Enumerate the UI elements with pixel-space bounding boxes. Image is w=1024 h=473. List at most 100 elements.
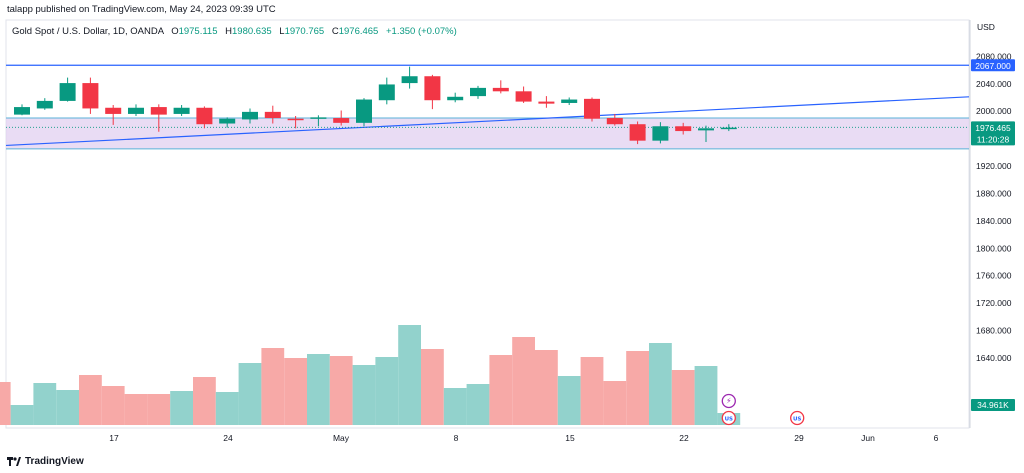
candle-body-18 — [401, 76, 418, 84]
tradingview-brand: TradingView — [25, 456, 84, 467]
candle-body-14 — [310, 117, 327, 119]
candle-body-3 — [59, 83, 76, 101]
candle-body-7 — [150, 107, 167, 115]
footer: TradingView — [7, 456, 84, 467]
us-flag-event-icon-glyph: US — [725, 417, 733, 423]
y-tick-5: 1880.000 — [976, 188, 1012, 198]
x-tick-7: 29 — [794, 433, 804, 443]
volume-bar-3 — [56, 390, 79, 425]
ohlc-legend: Gold Spot / U.S. Dollar, 1D, OANDA O1975… — [12, 26, 457, 37]
volume-bar-26 — [580, 357, 604, 425]
candle-body-17 — [378, 84, 395, 101]
last-price-tag-text: 1976.465 — [975, 123, 1011, 133]
y-tick-2: 2040.000 — [976, 79, 1012, 89]
volume-bar-6 — [124, 394, 148, 425]
low-value: 1970.765 — [284, 26, 325, 37]
y-tick-3: 2000.000 — [976, 106, 1012, 116]
x-tick-2: 24 — [223, 433, 233, 443]
publisher-line: talapp published on TradingView.com, May… — [7, 4, 276, 15]
drawings[interactable] — [5, 64, 970, 147]
candle-body-13 — [287, 118, 304, 121]
y-tick-7: 1800.000 — [976, 243, 1012, 253]
candle-body-11 — [242, 111, 258, 120]
y-tick-11: 1640.000 — [976, 353, 1012, 363]
highlight-zone — [6, 117, 969, 150]
candle-body-25 — [561, 99, 578, 103]
candle-body-21 — [470, 87, 486, 97]
volume-bar-7 — [147, 394, 171, 425]
price-axis[interactable]: USD 2080.000 2040.000 2000.000 1920.000 1880.… — [971, 22, 1015, 411]
volume-bar-8 — [170, 391, 193, 425]
volume-bar-16 — [352, 365, 376, 425]
y-tick-10: 1680.000 — [976, 326, 1012, 336]
volume-bar-24 — [535, 350, 558, 425]
candle-body-29 — [652, 126, 669, 141]
volume-bar-31 — [694, 366, 718, 425]
lightning-event-icon-glyph: ⚡ — [726, 397, 732, 406]
volume-bar-9 — [193, 377, 216, 425]
candle-body-27 — [606, 118, 623, 125]
candle-body-12 — [264, 111, 281, 119]
x-tick-8: Jun — [861, 433, 875, 443]
candle-body-1 — [14, 107, 30, 115]
volume-bar-1 — [10, 405, 34, 425]
volume-bar-21 — [466, 384, 490, 425]
volume-bar-15 — [329, 356, 353, 425]
candles — [14, 66, 737, 145]
volume-bar-10 — [215, 392, 239, 425]
y-tick-4: 1920.000 — [976, 161, 1012, 171]
volume-bar-25 — [557, 376, 581, 425]
candle-body-24 — [538, 101, 555, 104]
tradingview-logo-icon — [7, 457, 21, 466]
time-axis[interactable]: 17 24 May 8 15 22 29 Jun 6 — [109, 433, 938, 443]
high-label: H — [225, 26, 233, 37]
y-tick-8: 1760.000 — [976, 271, 1012, 281]
close-value: 1976.465 — [338, 26, 379, 37]
plot-border — [5, 19, 970, 429]
volume-bar-11 — [238, 363, 262, 425]
candle-body-28 — [629, 124, 646, 141]
volume-bar-20 — [443, 388, 467, 425]
currency-label: USD — [977, 22, 995, 32]
grid — [5, 19, 971, 429]
candle-body-30 — [675, 126, 692, 132]
candle-body-16 — [356, 99, 372, 123]
last-price-tag[interactable] — [971, 121, 1015, 146]
volume-bar-27 — [603, 381, 627, 425]
volume-bar-17 — [375, 357, 399, 425]
trendline[interactable] — [5, 96, 970, 147]
x-tick-4: 8 — [454, 433, 459, 443]
candle-body-6 — [128, 107, 144, 114]
candle-body-10 — [219, 118, 236, 124]
candle-body-15 — [333, 118, 350, 123]
high-value: 1980.635 — [232, 26, 272, 37]
us-flag-event-icon-future-glyph: US — [793, 417, 801, 423]
x-tick-9: 6 — [934, 433, 939, 443]
symbol-title: Gold Spot / U.S. Dollar, 1D, OANDA — [12, 26, 164, 37]
candle-body-32 — [720, 127, 737, 130]
low-label: L — [279, 26, 285, 37]
volume-bar-22 — [489, 355, 513, 425]
volume-bar-29 — [649, 343, 672, 425]
change-value: +1.350 (+0.07%) — [385, 26, 457, 37]
candle-body-31 — [698, 128, 714, 131]
us-flag-event-icon[interactable] — [721, 410, 736, 426]
candle-body-5 — [105, 107, 122, 114]
y-tick-1: 2080.000 — [976, 51, 1012, 61]
candle-body-4 — [82, 83, 99, 109]
volume-bar-2 — [33, 383, 57, 425]
candle-body-22 — [492, 87, 509, 92]
volume-tag[interactable] — [971, 399, 1015, 411]
lightning-event-icon[interactable] — [721, 393, 736, 409]
candle-body-19 — [424, 76, 441, 101]
level-price-tag[interactable] — [971, 59, 1015, 72]
volume-bar-14 — [307, 354, 330, 425]
volume-bar-12 — [261, 348, 285, 425]
us-flag-event-icon-future[interactable] — [790, 410, 805, 426]
y-tick-6: 1840.000 — [976, 216, 1012, 226]
candle-body-2 — [36, 100, 53, 109]
event-icons[interactable]: ⚡ US US — [721, 393, 805, 426]
candle-body-9 — [196, 107, 213, 125]
level-price-tag-text: 2067.000 — [975, 61, 1011, 71]
